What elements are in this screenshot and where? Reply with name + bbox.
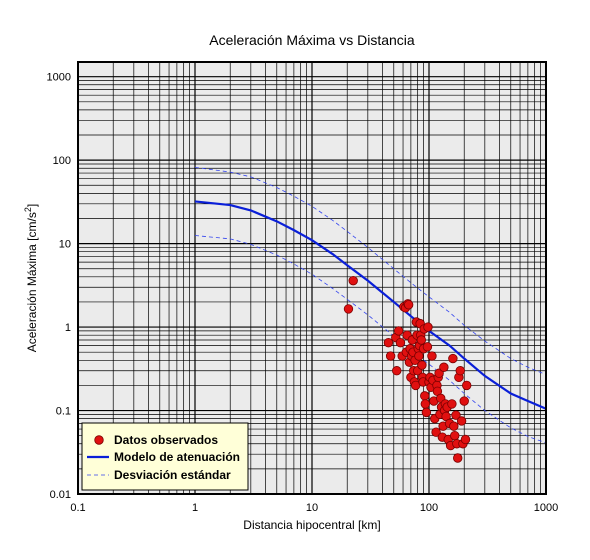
data-point [423,322,433,332]
x-tick-label: 10 [306,502,318,514]
legend-label-modelo: Modelo de atenuación [114,450,240,464]
legend-box [81,422,249,491]
data-point [455,366,465,376]
deviation-line-upper [194,166,547,375]
legend: Datos observados Modelo de atenuación De… [81,422,249,491]
data-point [416,335,427,345]
data-point [451,410,461,420]
data-point [393,326,404,336]
data-point [431,427,441,437]
chart-title: Aceleración Máxima vs Distancia [209,32,415,48]
legend-label-desviacion: Desviación estándar [114,468,231,482]
series-layer [194,166,547,463]
plot-frame [77,61,547,495]
x-tick-label: 1000 [534,502,558,514]
data-point [450,430,460,441]
data-point [395,337,406,348]
x-tick-label: 0.1 [70,502,85,514]
data-point [348,275,358,286]
data-point [420,399,431,409]
data-point [448,353,458,364]
y-tick-label: 1000 [47,72,71,84]
y-axis-title: Aceleración Máxima [cm/s2] [23,204,39,352]
x-tick-label: 100 [420,502,438,514]
legend-label-datos-observados: Datos observados [114,433,218,447]
data-point [417,360,427,370]
x-axis-title: Distancia hipocentral [km] [243,518,380,532]
y-tick-label: 0.01 [50,489,71,501]
y-tick-label: 1 [65,322,71,334]
data-point [422,342,433,352]
data-point [414,351,424,361]
data-point [383,337,394,348]
data-point [460,434,471,445]
data-point [420,391,430,401]
data-point [439,362,449,372]
data-point [453,453,463,463]
y-tick-label: 10 [59,239,71,251]
data-point [343,304,354,314]
y-axis-title-main: Aceleración Máxima [cm/s [25,212,39,352]
data-point [456,416,467,426]
y-axis-title-sup: 2 [23,207,33,212]
y-tick-label: 100 [53,155,71,167]
data-point [385,351,396,361]
data-point [459,396,469,406]
data-point [462,380,472,391]
data-point [449,421,459,431]
legend-marker-datos-observados [94,435,104,445]
deviation-line-lower [194,235,547,444]
y-axis-title-end: ] [25,204,39,207]
data-point [427,351,437,361]
data-point [447,399,457,409]
data-point [392,366,402,376]
x-tick-label: 1 [192,502,198,514]
model-line [194,200,547,410]
data-point [421,407,432,418]
grid [77,62,546,495]
y-tick-label: 0.1 [56,406,71,418]
data-point [403,300,414,310]
